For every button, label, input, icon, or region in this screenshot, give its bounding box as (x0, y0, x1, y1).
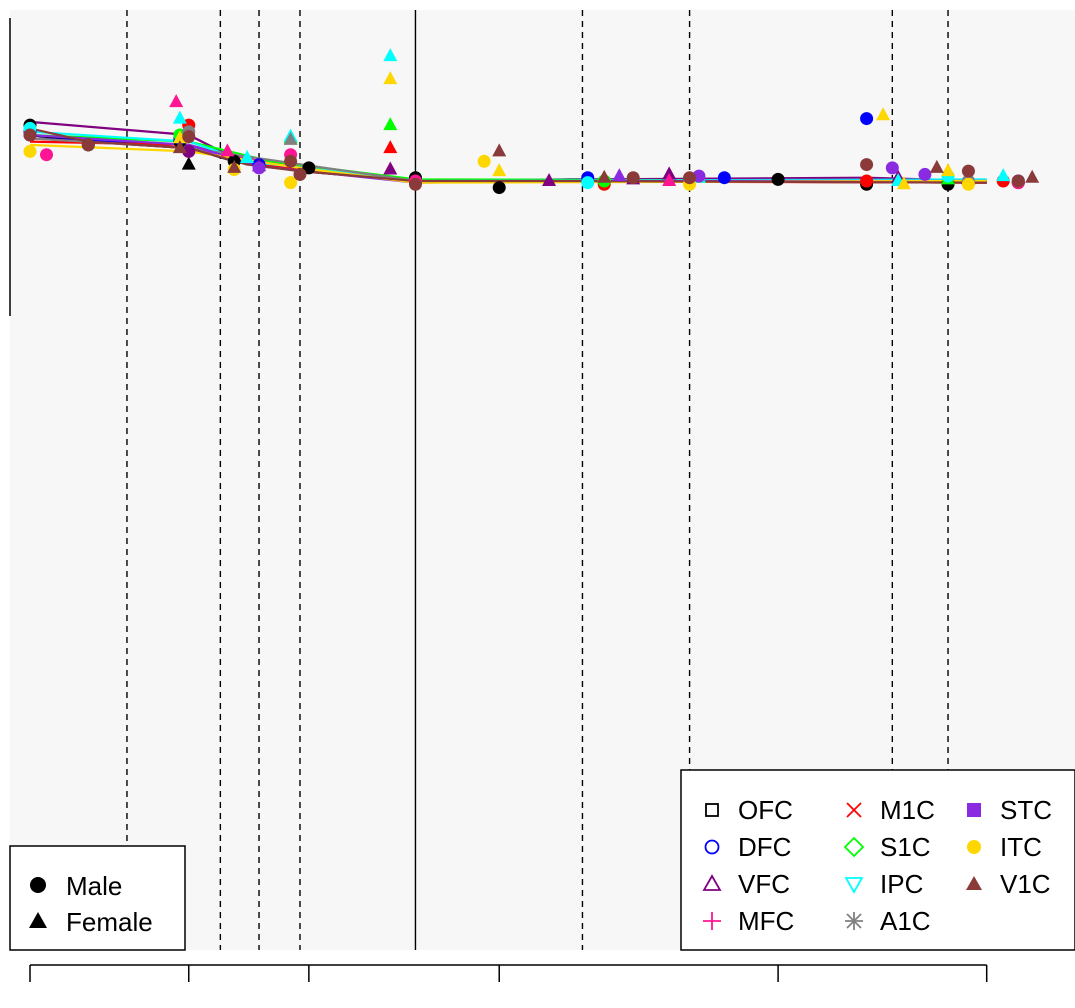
male-legend-marker (30, 877, 46, 893)
point-female-v1c (1025, 169, 1040, 183)
point-male-dfc (717, 171, 731, 185)
x-axis (29, 964, 988, 982)
series-line-v1c (29, 127, 987, 184)
point-male-itc (23, 144, 37, 158)
point-male-ipc (581, 176, 595, 190)
series-points (23, 48, 1040, 195)
point-female-v1c (597, 169, 612, 183)
point-female-v1c (929, 159, 944, 173)
point-male-stc (918, 167, 932, 181)
point-male-ofc (492, 181, 506, 195)
point-female-s1c (383, 117, 398, 131)
point-female-ipc (240, 150, 255, 163)
legend-marker (967, 803, 981, 817)
legend-marker (844, 877, 864, 894)
point-female-m1c (383, 140, 398, 154)
point-male-v1c (81, 138, 95, 152)
sex-legend-female-label: Female (66, 907, 153, 937)
point-female-stc (612, 168, 627, 182)
point-male-v1c (1011, 174, 1025, 188)
legend-marker (846, 802, 862, 818)
region-legend-label-mfc: MFC (738, 906, 794, 936)
point-male-dfc (860, 112, 874, 126)
point-female-vfc (383, 161, 398, 175)
point-male-ofc (302, 161, 316, 175)
point-male-v1c (293, 167, 307, 181)
point-male-v1c (182, 130, 196, 144)
point-female-itc (941, 163, 956, 177)
point-female-v1c (172, 140, 187, 154)
legend-marker (966, 876, 982, 890)
point-female-mfc (662, 173, 677, 186)
point-male-stc (885, 161, 899, 175)
point-female-mfc (220, 143, 235, 157)
point-male-stc (252, 161, 266, 175)
legend-marker (702, 874, 722, 891)
legend-marker (843, 836, 865, 858)
region-legend-entries: OFC DFC VFC MFC M1C S1C IPC A1C STC ITC V1C (702, 795, 1052, 936)
region-legend-label-itc: ITC (1000, 832, 1042, 862)
point-male-v1c (683, 171, 697, 185)
point-female-a1c (283, 131, 298, 145)
point-female-ipc (172, 110, 187, 124)
female-legend-marker (29, 912, 47, 928)
legend-marker (846, 913, 862, 929)
point-female-ipc (383, 48, 398, 62)
region-legend-label-s1c: S1C (880, 832, 931, 862)
region-legend-label-v1c: V1C (1000, 869, 1051, 899)
region-legend-label-stc: STC (1000, 795, 1052, 825)
point-female-vfc (542, 173, 557, 186)
point-male-m1c (860, 174, 874, 188)
point-female-ofc (181, 156, 196, 170)
point-female-itc (492, 163, 507, 177)
sex-legend: Male Female (9, 845, 186, 951)
region-legend-label-a1c: A1C (880, 906, 931, 936)
region-legend: OFC DFC VFC MFC M1C S1C IPC A1C STC ITC V1C (680, 769, 1075, 951)
point-male-v1c (860, 158, 874, 172)
point-male-vfc (182, 144, 196, 158)
legend-marker (704, 839, 720, 855)
region-legend-label-vfc: VFC (738, 869, 790, 899)
sex-legend-male-label: Male (66, 871, 122, 901)
region-legend-label-ipc: IPC (880, 869, 923, 899)
point-male-v1c (284, 154, 298, 168)
point-female-itc (383, 71, 398, 85)
point-male-itc (477, 154, 491, 168)
point-male-itc (961, 177, 975, 191)
point-male-itc (284, 176, 298, 190)
region-legend-label-m1c: M1C (880, 795, 935, 825)
point-male-v1c (408, 177, 422, 191)
point-male-mfc (40, 148, 54, 162)
point-female-v1c (227, 159, 242, 173)
point-female-vfc (662, 166, 677, 180)
point-female-mfc (169, 94, 184, 108)
point-female-v1c (492, 143, 507, 157)
legend-marker (705, 803, 719, 817)
point-male-v1c (23, 128, 37, 142)
point-male-ofc (771, 172, 785, 186)
legend-marker (967, 840, 981, 854)
sex-legend-box (9, 845, 186, 951)
point-female-ipc (996, 168, 1011, 182)
region-legend-label-dfc: DFC (738, 832, 791, 862)
point-female-itc (896, 176, 911, 190)
point-male-v1c (626, 171, 640, 185)
region-legend-label-ofc: OFC (738, 795, 793, 825)
region-legend-box (680, 769, 1075, 951)
point-male-v1c (961, 164, 975, 178)
point-female-itc (876, 107, 891, 121)
